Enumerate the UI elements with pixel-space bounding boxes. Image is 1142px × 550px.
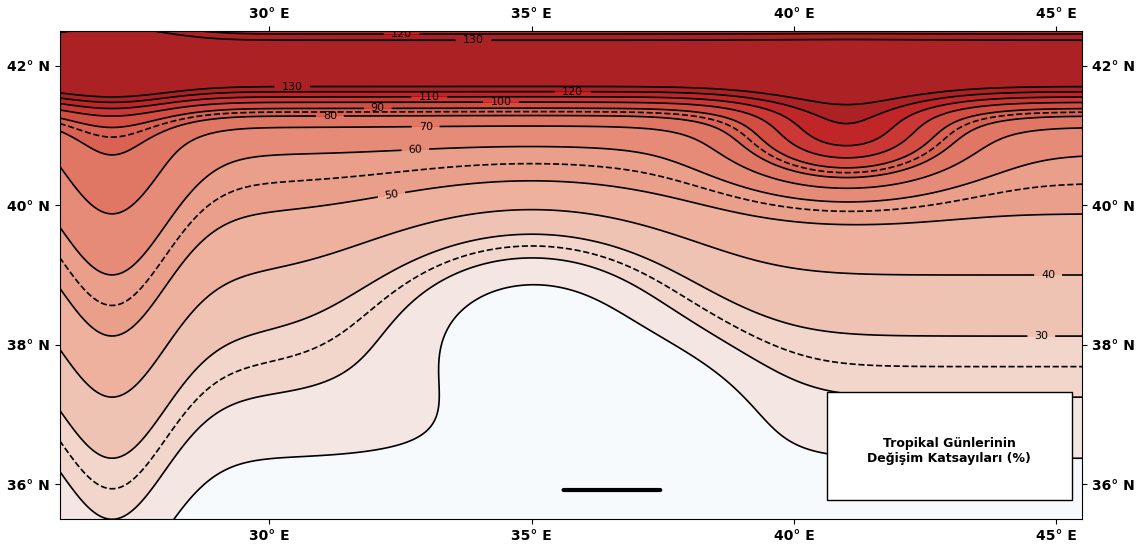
Text: 40: 40 [1042,270,1055,280]
Text: 10: 10 [1011,453,1024,463]
Text: 90: 90 [371,103,385,113]
Text: 130: 130 [463,35,484,45]
Text: Tropikal Günlerinin
Değişim Katsayıları (%): Tropikal Günlerinin Değişim Katsayıları … [868,437,1031,465]
Text: 20: 20 [1035,392,1048,402]
Text: 130: 130 [282,81,303,92]
Text: 120: 120 [562,87,584,97]
FancyBboxPatch shape [827,392,1072,500]
Text: 50: 50 [384,189,400,201]
Text: 120: 120 [391,29,412,39]
Text: 30: 30 [1035,331,1048,341]
Text: 100: 100 [490,97,512,107]
Text: 80: 80 [323,111,337,121]
Text: 60: 60 [408,144,423,155]
Text: 70: 70 [418,122,433,131]
Text: 110: 110 [419,92,440,102]
